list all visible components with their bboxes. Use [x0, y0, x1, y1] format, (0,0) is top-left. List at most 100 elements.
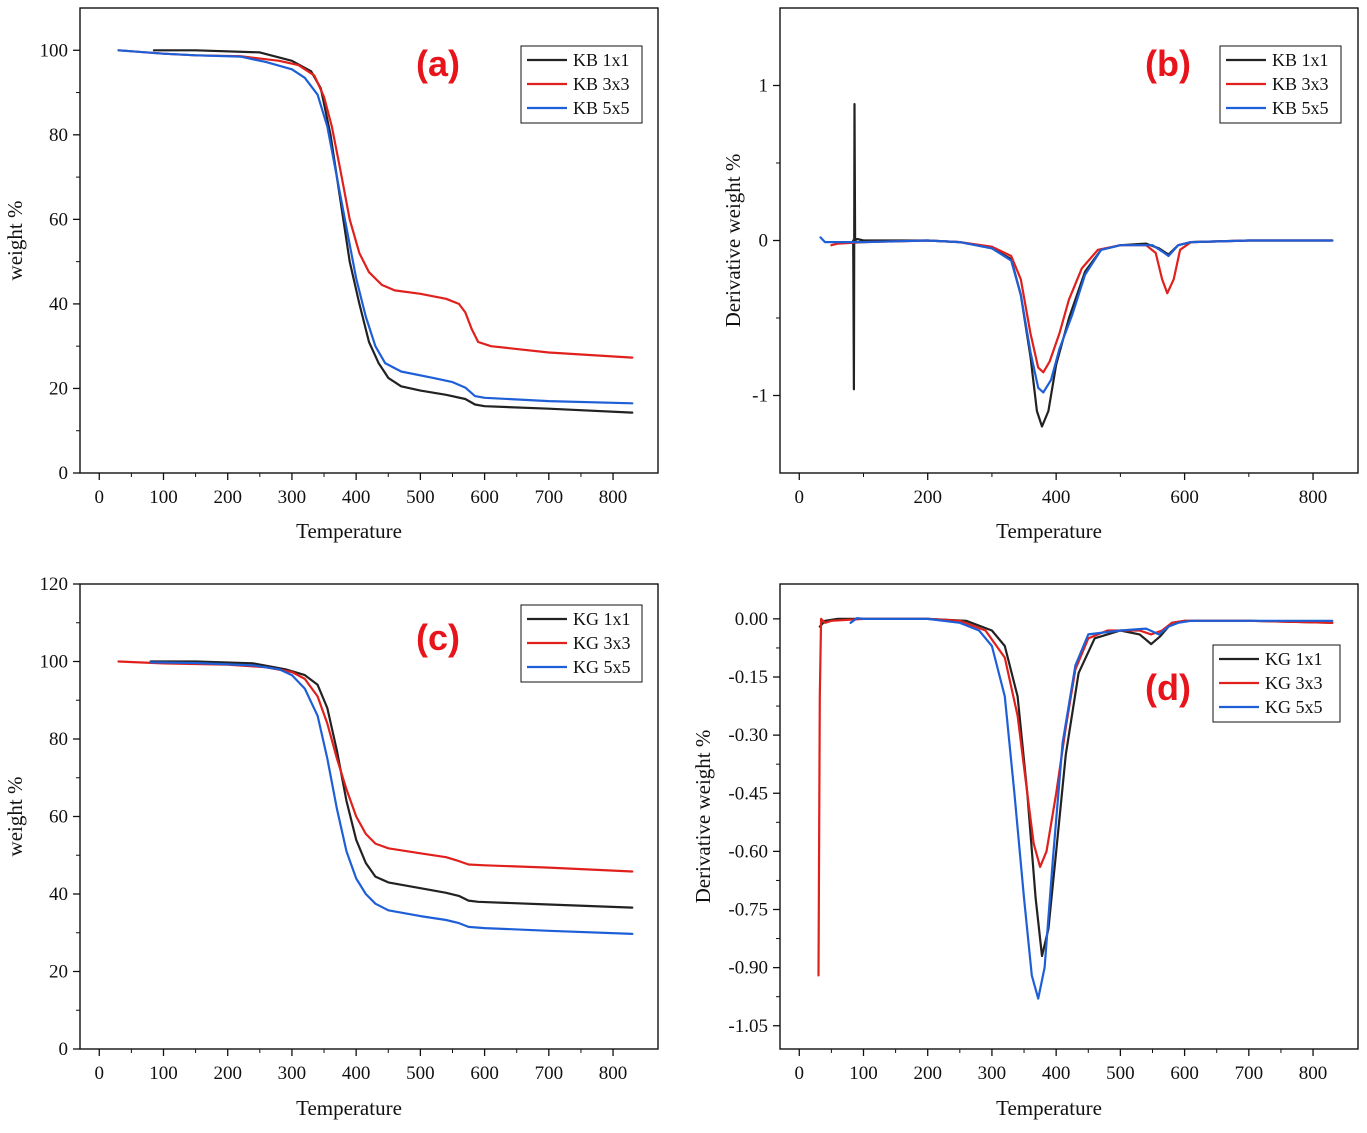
y-tick-label: -0.90 [728, 958, 768, 979]
legend: KB 1x1 KB 3x3 KB 5x5 [520, 45, 643, 124]
x-tick-label: 200 [213, 487, 242, 508]
x-axis-title: Temperature [996, 1096, 1102, 1120]
y-axis-title: Derivative weight % [691, 730, 715, 904]
y-tick-label: -0.45 [728, 783, 768, 804]
legend-entry: KB 5x5 [573, 98, 630, 118]
x-tick-label: 100 [149, 487, 178, 508]
y-tick-label: 0 [59, 1039, 69, 1060]
x-tick-label: 800 [1299, 1063, 1328, 1084]
x-tick-label: 600 [1170, 1063, 1199, 1084]
panel-label: (c) [416, 617, 460, 658]
x-tick-label: 500 [406, 1063, 435, 1084]
legend-entry: KB 3x3 [1272, 74, 1329, 94]
x-tick-label: 300 [278, 1063, 307, 1084]
series-line-2 [817, 617, 1334, 977]
x-tick-label: 800 [1299, 487, 1328, 508]
x-tick-label: 800 [599, 1063, 628, 1084]
x-tick-label: 400 [1042, 1063, 1071, 1084]
x-tick-label: 0 [795, 487, 805, 508]
y-tick-label: 20 [49, 962, 68, 983]
x-tick-label: 200 [913, 487, 942, 508]
y-axis-title: weight % [3, 777, 27, 857]
legend-entry: KG 5x5 [1265, 697, 1323, 717]
legend-entry: KG 3x3 [1265, 673, 1323, 693]
chart-panel-4: 0 100 200 300 400 500 600 700 800 0.00 -0.15 -0.30 -… [691, 583, 1359, 1120]
x-tick-label: 800 [599, 487, 628, 508]
y-tick-label: 80 [49, 125, 68, 146]
y-tick-label: 60 [49, 807, 68, 828]
x-tick-label: 0 [95, 1063, 105, 1084]
series-line-3 [849, 617, 1334, 1000]
legend-entry: KG 3x3 [573, 633, 631, 653]
y-tick-label: -0.15 [728, 667, 768, 688]
y-tick-label: 1 [759, 76, 769, 97]
legend-entry: KB 5x5 [1272, 98, 1329, 118]
series-line-1 [149, 660, 634, 909]
y-tick-label: 40 [49, 294, 68, 315]
series-group [817, 617, 1334, 1000]
x-tick-label: 700 [535, 487, 564, 508]
y-tick-label: -1 [752, 386, 768, 407]
y-tick-label: 60 [49, 209, 68, 230]
series-group [819, 103, 1334, 428]
y-tick-label: 20 [49, 378, 68, 399]
x-tick-label: 0 [95, 487, 105, 508]
y-tick-label: -0.30 [728, 725, 768, 746]
legend: KG 1x1 KG 3x3 KG 5x5 [520, 604, 643, 683]
y-tick-label: 0 [59, 463, 69, 484]
series-line-3 [149, 661, 634, 935]
x-tick-label: 600 [1170, 487, 1199, 508]
y-tick-label: -0.75 [728, 900, 768, 921]
plot-frame [79, 7, 659, 474]
x-tick-label: 300 [278, 487, 307, 508]
chart-panel-1: 0 100 200 300 400 500 600 700 800 0 20 40 60 80 100 Tem… [3, 7, 659, 543]
x-tick-label: 700 [1235, 1063, 1264, 1084]
x-tick-label: 200 [213, 1063, 242, 1084]
legend-entry: KB 1x1 [573, 50, 630, 70]
chart-panel-3: 0 100 200 300 400 500 600 700 800 0 20 40 60 80 100 120… [3, 574, 659, 1120]
panel-label: (b) [1145, 43, 1191, 84]
chart-panel-2: 0 200 400 600 800 -1 0 1 Temperature Derivative w… [721, 7, 1359, 543]
plot-frame [779, 583, 1359, 1050]
y-axis-title: Derivative weight % [721, 154, 745, 328]
y-tick-label: 80 [49, 729, 68, 750]
x-tick-label: 400 [342, 1063, 371, 1084]
legend-entry: KG 1x1 [573, 609, 631, 629]
x-tick-label: 100 [149, 1063, 178, 1084]
y-axis-title: weight % [3, 201, 27, 281]
x-tick-label: 400 [1042, 487, 1071, 508]
x-tick-label: 200 [913, 1063, 942, 1084]
panel-label: (a) [416, 43, 460, 84]
legend-entry: KB 1x1 [1272, 50, 1329, 70]
series-line-2 [117, 660, 634, 873]
series-line-3 [117, 49, 634, 405]
series-line-2 [117, 49, 634, 359]
y-tick-label: 40 [49, 884, 68, 905]
legend-entry: KG 1x1 [1265, 649, 1323, 669]
series-group [117, 660, 634, 935]
x-tick-label: 500 [406, 487, 435, 508]
x-tick-label: 500 [1106, 1063, 1135, 1084]
legend-entry: KB 3x3 [573, 74, 630, 94]
series-group [117, 49, 634, 414]
y-tick-label: 0 [759, 231, 769, 252]
legend: KB 1x1 KB 3x3 KB 5x5 [1219, 45, 1342, 124]
x-tick-label: 300 [978, 1063, 1007, 1084]
x-tick-label: 600 [470, 487, 499, 508]
series-line-2 [830, 239, 1334, 374]
legend-entry: KG 5x5 [573, 657, 631, 677]
series-line-3 [819, 236, 1334, 394]
x-tick-label: 0 [795, 1063, 805, 1084]
x-tick-label: 700 [535, 1063, 564, 1084]
y-tick-label: -1.05 [728, 1016, 768, 1037]
y-tick-label: 100 [40, 40, 69, 61]
x-tick-label: 100 [849, 1063, 878, 1084]
x-axis-title: Temperature [296, 519, 402, 543]
y-tick-label: 0.00 [735, 609, 768, 630]
y-tick-label: 120 [40, 574, 69, 595]
x-axis-title: Temperature [296, 1096, 402, 1120]
legend: KG 1x1 KG 3x3 KG 5x5 [1212, 644, 1341, 723]
x-tick-label: 600 [470, 1063, 499, 1084]
x-axis-title: Temperature [996, 519, 1102, 543]
